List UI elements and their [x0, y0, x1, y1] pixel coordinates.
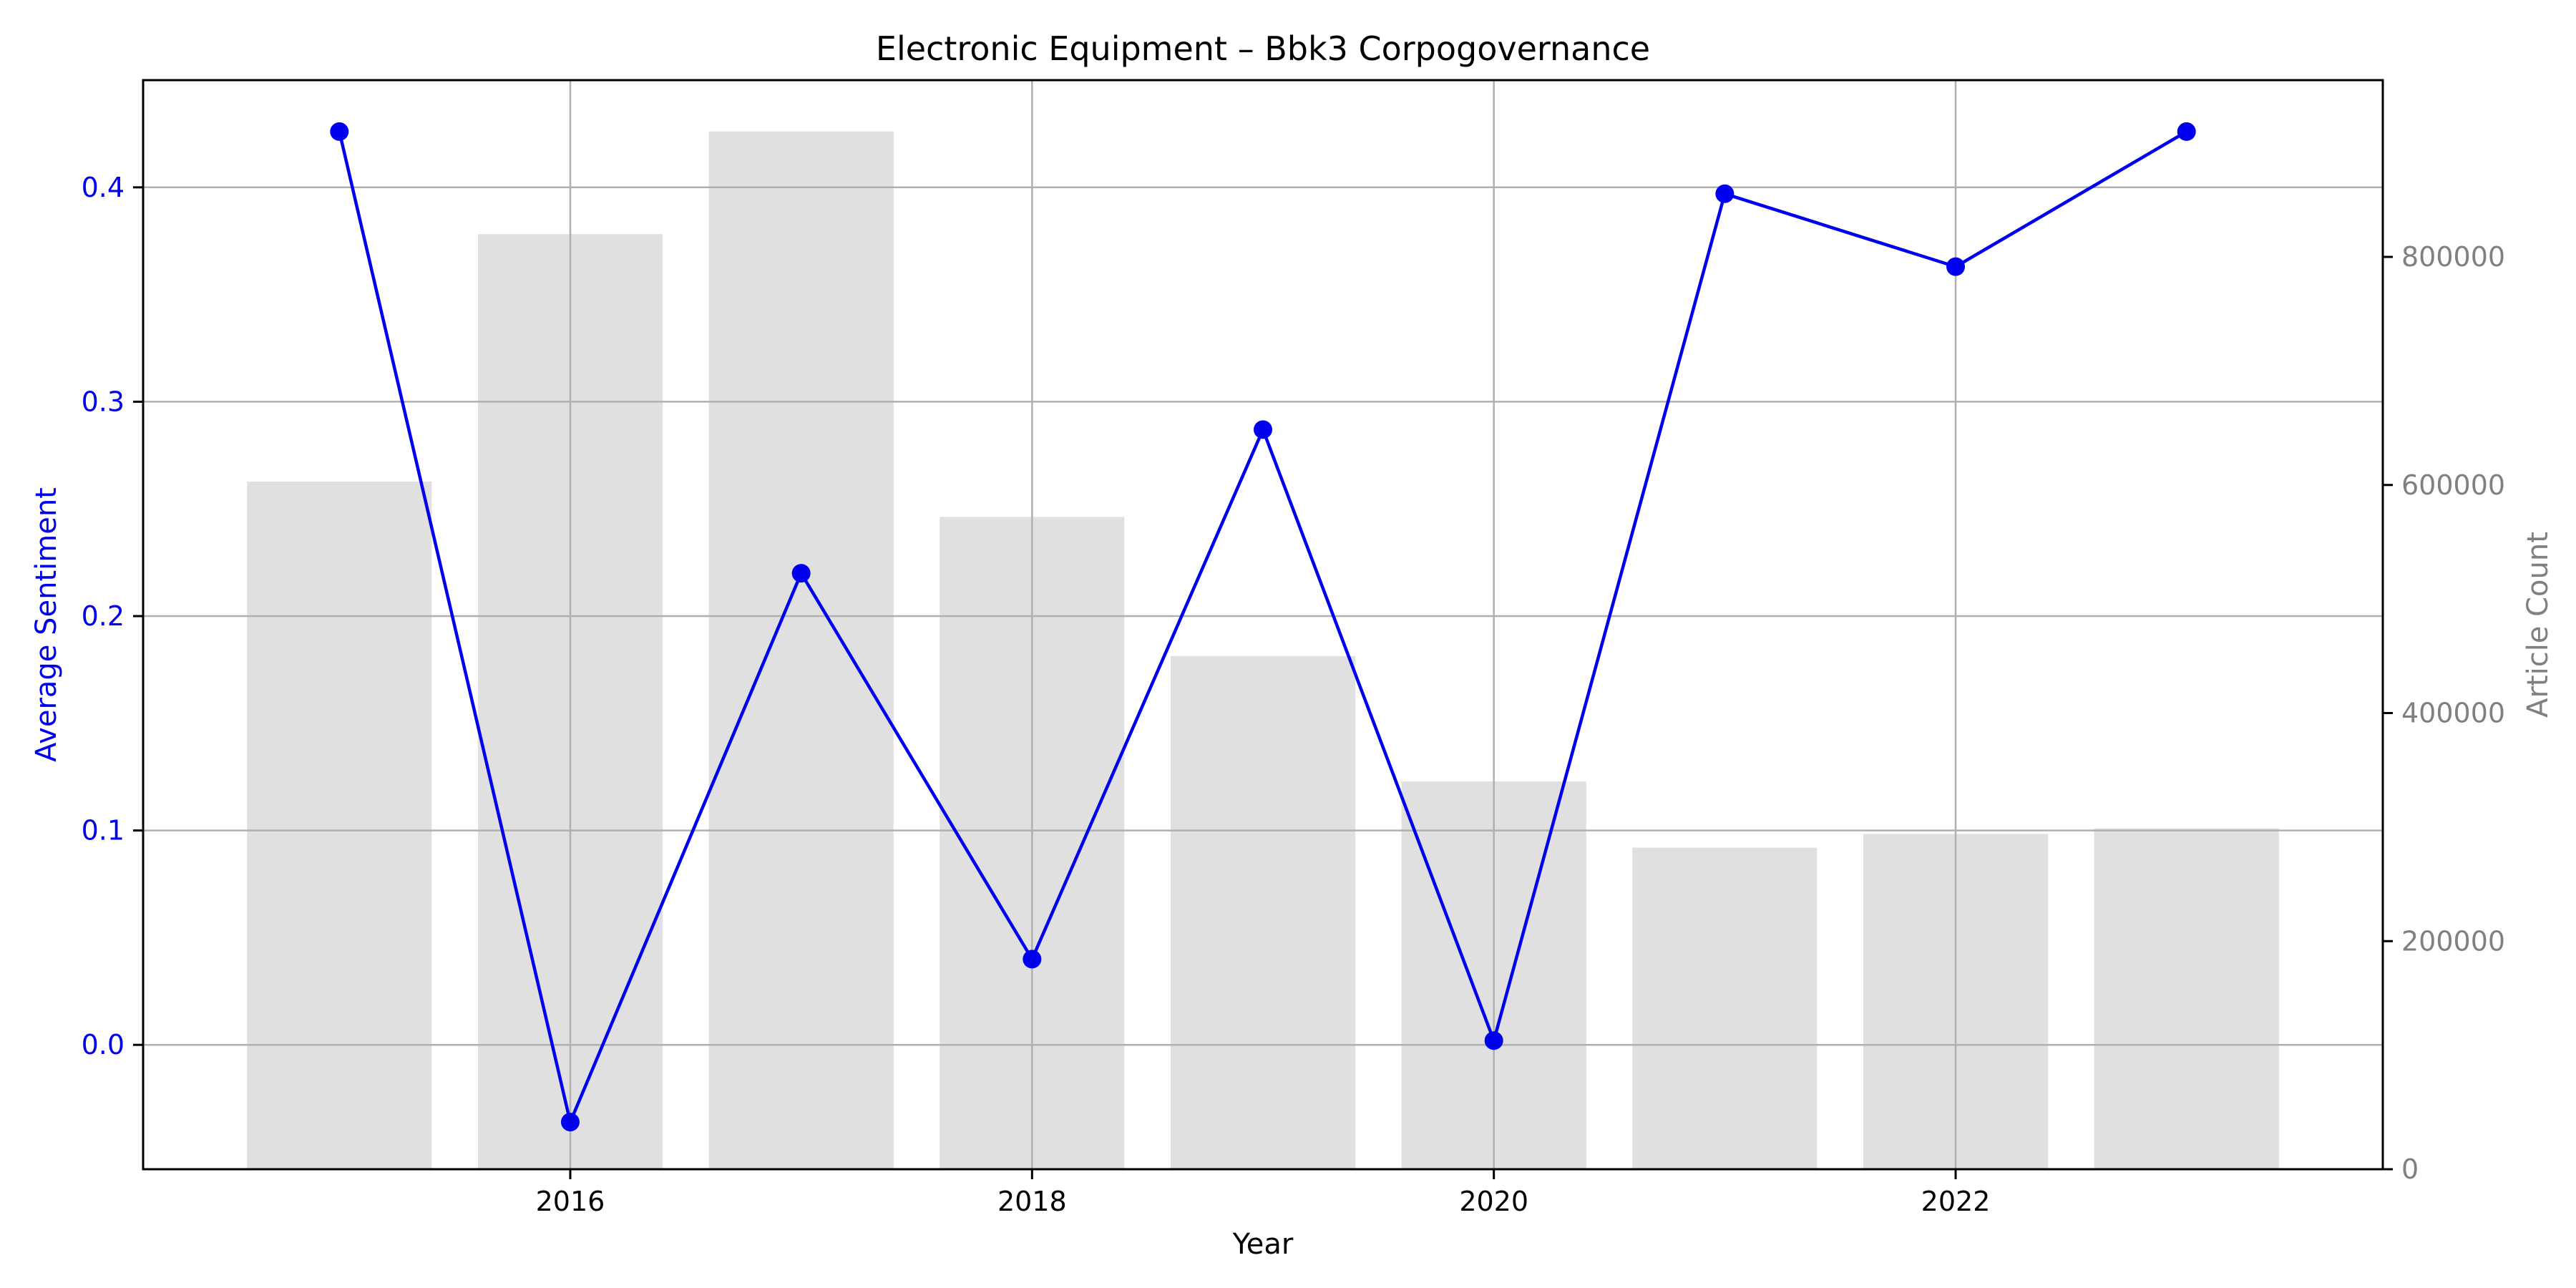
- sentiment-point: [1254, 420, 1272, 439]
- sentiment-point: [791, 564, 811, 583]
- sentiment-point: [560, 1113, 580, 1132]
- y-right-tick-label: 0: [2401, 1153, 2419, 1185]
- grid-layer: [143, 80, 2383, 1169]
- y-right-tick-label: 800000: [2401, 241, 2505, 273]
- plot-frame: [142, 79, 2384, 1171]
- y-left-tick-label: 0.1: [82, 815, 125, 847]
- bar: [2094, 828, 2279, 1169]
- sentiment-point: [1484, 1031, 1503, 1050]
- bar: [1170, 655, 1356, 1169]
- y-left-tick-label: 0.3: [82, 386, 125, 417]
- y-right-tick-label: 400000: [2401, 698, 2505, 729]
- sentiment-point: [330, 122, 349, 141]
- y-axis-right: 0 200000 400000 600000 800000: [2383, 241, 2505, 1185]
- bar: [708, 131, 894, 1169]
- x-tick-label: 2020: [1459, 1186, 1528, 1217]
- x-axis-label: Year: [1232, 1228, 1294, 1261]
- y-right-tick-label: 200000: [2401, 925, 2505, 957]
- sentiment-point: [1023, 950, 1042, 969]
- y-left-tick-label: 0.4: [82, 172, 125, 203]
- chart-title: Electronic Equipment – Bbk3 Corpogoverna…: [876, 29, 1650, 68]
- y-axis-left-label: Average Sentiment: [30, 487, 63, 762]
- bar: [1632, 847, 1818, 1169]
- y-axis-right-label: Article Count: [2522, 532, 2555, 718]
- y-axis-left: 0.0 0.1 0.2 0.3 0.4: [82, 172, 143, 1060]
- y-right-tick-label: 600000: [2401, 469, 2505, 501]
- line-layer: [330, 122, 2196, 1132]
- y-left-tick-label: 0.0: [82, 1029, 125, 1060]
- x-tick-label: 2018: [997, 1186, 1067, 1217]
- sentiment-point: [1946, 257, 1966, 276]
- x-tick-label: 2022: [1921, 1186, 1991, 1217]
- x-axis: 2016 2018 2020 2022: [536, 1169, 1991, 1217]
- bar: [247, 481, 432, 1169]
- sentiment-point: [1715, 184, 1735, 203]
- x-tick-label: 2016: [536, 1186, 605, 1217]
- y-left-tick-label: 0.2: [82, 600, 125, 632]
- sentiment-point: [2177, 122, 2196, 141]
